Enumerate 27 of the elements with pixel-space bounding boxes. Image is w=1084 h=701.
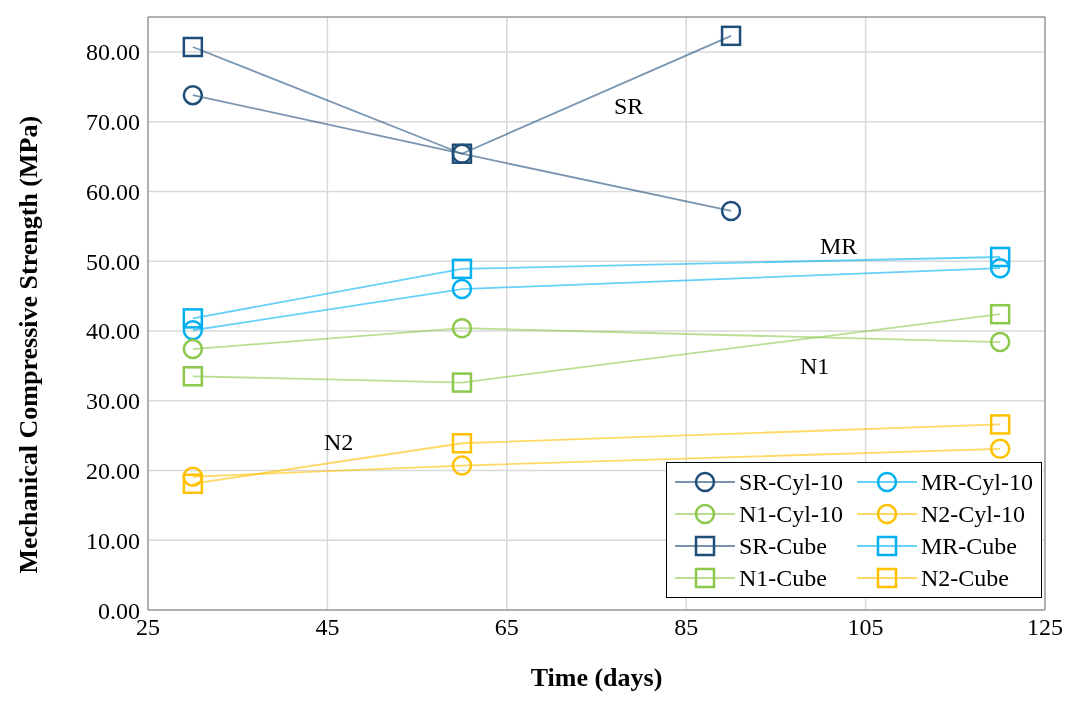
x-axis-title: Time (days): [530, 663, 663, 692]
legend-label: N2-Cyl-10: [920, 500, 1025, 529]
y-tick-label: 50.00: [86, 248, 140, 275]
x-tick-label: 65: [494, 614, 519, 641]
x-tick-label: 125: [1027, 614, 1063, 641]
y-tick-label: 40.00: [86, 318, 140, 345]
y-tick-label: 60.00: [86, 178, 140, 205]
y-tick-label: 70.00: [86, 109, 140, 136]
annotation: SR: [614, 92, 644, 120]
annotation: N1: [800, 352, 830, 380]
legend-label: N2-Cube: [920, 564, 1009, 593]
legend-label: N1-Cube: [738, 564, 827, 593]
legend-label: MR-Cyl-10: [920, 468, 1033, 497]
x-tick-label: 85: [674, 614, 699, 641]
y-axis-title: Mechanical Compressive Strength (MPa): [14, 115, 44, 574]
annotation: MR: [820, 232, 858, 260]
legend-label: N1-Cyl-10: [738, 500, 843, 529]
annotation: N2: [324, 428, 354, 456]
y-tick-label: 30.00: [86, 388, 140, 415]
x-tick-label: 45: [315, 614, 340, 641]
y-tick-label: 10.00: [86, 527, 140, 554]
x-tick-label: 105: [847, 614, 884, 641]
y-tick-label: 20.00: [86, 457, 140, 484]
legend-label: MR-Cube: [920, 532, 1017, 561]
legend-label: SR-Cyl-10: [738, 468, 843, 497]
legend-label: SR-Cube: [738, 532, 827, 561]
y-tick-label: 80.00: [86, 39, 140, 66]
